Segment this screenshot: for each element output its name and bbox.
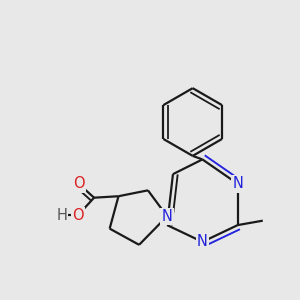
Text: N: N [232,176,243,191]
Text: O: O [73,176,85,191]
Text: O: O [72,208,84,223]
Text: N: N [197,234,208,249]
Text: N: N [162,209,172,224]
Text: H: H [56,208,67,223]
